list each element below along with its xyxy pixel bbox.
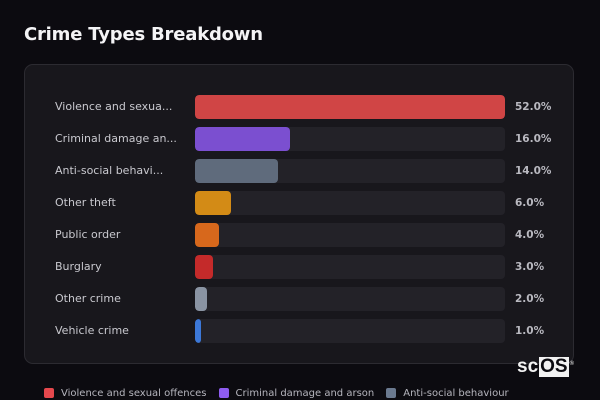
bar-track [195,127,505,151]
watermark-logo: sc OS ® [517,357,574,377]
bar-row: Vehicle crime 1.0% [25,319,573,343]
legend-item[interactable]: Violence and sexual offences [44,388,207,399]
value-label: 2.0% [515,293,545,305]
value-label: 4.0% [515,229,545,241]
value-label: 6.0% [515,197,545,209]
category-label: Public order [55,228,121,241]
legend-label: Violence and sexual offences [61,387,207,399]
bar-fill[interactable] [195,191,231,215]
bar-fill[interactable] [195,95,505,119]
legend-swatch-icon [218,388,229,398]
bar-row: Other crime 2.0% [25,287,573,311]
bar-row: Public order 4.0% [25,223,573,247]
legend-item[interactable]: Anti-social behaviour [386,387,509,399]
chart-legend: Violence and sexual offences Criminal da… [44,386,521,400]
legend-label: Anti-social behaviour [403,387,509,399]
bar-row: Burglary 3.0% [25,255,573,279]
legend-swatch-icon [44,388,54,398]
category-label: Criminal damage an... [55,132,177,145]
value-label: 14.0% [515,165,552,177]
bar-row: Violence and sexua... 52.0% [25,95,573,119]
category-label: Anti-social behavi... [55,164,164,177]
bar-track [195,287,505,311]
category-label: Vehicle crime [55,324,129,337]
chart-title: Crime Types Breakdown [24,24,263,45]
value-label: 16.0% [515,133,552,145]
bar-fill[interactable] [195,223,219,247]
legend-swatch-icon [386,388,397,398]
bar-fill[interactable] [195,319,202,343]
bar-track [195,223,505,247]
bar-fill[interactable] [195,127,291,151]
watermark-boxed: OS [539,356,569,377]
category-label: Violence and sexua... [55,100,173,113]
bar-row: Other theft 6.0% [25,191,573,215]
bar-track [195,319,505,343]
bar-row: Anti-social behavi... 14.0% [25,159,573,183]
bar-track [195,255,505,279]
bar-track [195,191,505,215]
value-label: 1.0% [515,325,545,337]
category-label: Other theft [55,196,116,209]
legend-item[interactable]: Criminal damage and arson [218,387,375,399]
registered-mark: ® [569,361,575,367]
category-label: Burglary [55,260,102,273]
bar-fill[interactable] [195,287,207,311]
legend-label: Criminal damage and arson [235,387,375,399]
bar-track [195,95,505,119]
bar-fill[interactable] [195,159,279,183]
value-label: 3.0% [515,261,545,273]
bar-fill[interactable] [195,255,213,279]
watermark-prefix: sc [517,356,539,377]
bar-row: Criminal damage an... 16.0% [25,127,573,151]
bar-track [195,159,505,183]
value-label: 52.0% [515,101,552,113]
category-label: Other crime [55,292,121,305]
chart-panel: Violence and sexua... 52.0% Criminal dam… [24,64,574,364]
